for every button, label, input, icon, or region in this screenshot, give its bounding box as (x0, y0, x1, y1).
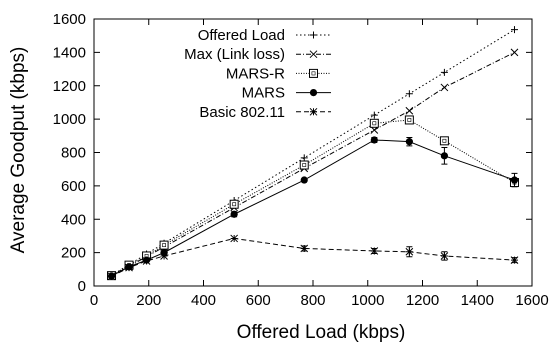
data-point (405, 138, 413, 146)
data-point-inner (162, 243, 166, 248)
series-mars (107, 136, 519, 280)
x-tick-label: 0 (90, 292, 98, 309)
x-tick-label: 1400 (461, 292, 494, 309)
data-point (405, 247, 414, 256)
y-tick-label: 400 (61, 211, 86, 228)
series-mars-r (107, 115, 519, 281)
data-point-inner (302, 163, 307, 167)
data-point (439, 136, 449, 146)
data-point (309, 50, 318, 59)
data-point (370, 111, 378, 119)
data-point (510, 48, 519, 57)
data-point (309, 68, 318, 78)
data-point (440, 252, 449, 260)
series-line (111, 29, 515, 276)
data-point (142, 257, 151, 265)
data-point (160, 252, 168, 260)
x-axis-title: Offered Load (kbps) (237, 322, 406, 343)
axis-tick-labels: 0 200 400 600 800 1000 1200 1400 1600 0 200 400 600 8… (53, 11, 549, 309)
data-point (300, 176, 308, 184)
y-tick-label: 200 (61, 245, 86, 262)
data-point (230, 234, 239, 243)
y-tick-label: 600 (61, 178, 86, 195)
y-tick-label: 1400 (53, 44, 86, 61)
y-tick-label: 1600 (53, 11, 86, 28)
data-point (440, 152, 448, 160)
data-point-inner (407, 118, 412, 122)
series-line (111, 51, 515, 277)
data-point-inner (232, 202, 237, 207)
y-tick-label: 0 (78, 278, 86, 295)
data-point (370, 136, 378, 144)
data-point (370, 247, 379, 255)
data-point (300, 154, 308, 162)
series-line (111, 237, 515, 277)
data-point (159, 240, 169, 250)
data-point (369, 118, 379, 128)
legend-label: MARS-R (226, 65, 285, 82)
series-line (111, 119, 515, 277)
data-point-inner (442, 138, 447, 143)
x-tick-label: 400 (191, 292, 216, 309)
axis-ticks (93, 18, 533, 287)
legend-label: Basic 802.11 (199, 104, 285, 121)
legend-label: Max (Link loss) (184, 46, 285, 63)
data-point (229, 199, 239, 209)
data-point (125, 263, 133, 272)
data-point (440, 83, 449, 92)
legend: Offered Load Max (Link loss) MARS-R MARS Bas… (184, 27, 331, 121)
x-tick-label: 1000 (351, 292, 384, 309)
series-group (107, 26, 519, 281)
data-point (510, 176, 519, 184)
data-point (299, 160, 309, 170)
x-tick-label: 800 (300, 292, 325, 309)
x-tick-label: 200 (136, 292, 161, 309)
y-axis-title: Average Goodput (kbps) (8, 47, 29, 254)
data-point (405, 90, 413, 98)
data-point (405, 106, 414, 115)
data-point (310, 31, 317, 39)
series-offered-load (108, 26, 518, 279)
x-tick-label: 1600 (515, 292, 548, 309)
series-line (111, 139, 515, 277)
series-basic-802-11 (107, 234, 519, 281)
data-point (309, 89, 318, 97)
data-point (107, 272, 116, 281)
y-tick-label: 800 (61, 145, 86, 162)
x-tick-label: 1200 (406, 292, 439, 309)
data-point-inner (372, 121, 377, 126)
legend-label: Offered Load (198, 27, 285, 44)
data-point (510, 256, 519, 264)
y-tick-label: 1000 (53, 111, 86, 128)
y-tick-label: 1200 (53, 78, 86, 95)
data-point-inner (311, 71, 316, 76)
data-point (309, 107, 318, 116)
data-point (300, 244, 309, 253)
x-tick-label: 600 (246, 292, 271, 309)
data-point (440, 68, 448, 76)
data-point (510, 26, 518, 34)
data-point (404, 115, 414, 125)
legend-label: MARS (242, 85, 285, 102)
data-point (230, 210, 238, 218)
series-max-link-loss (107, 48, 519, 281)
